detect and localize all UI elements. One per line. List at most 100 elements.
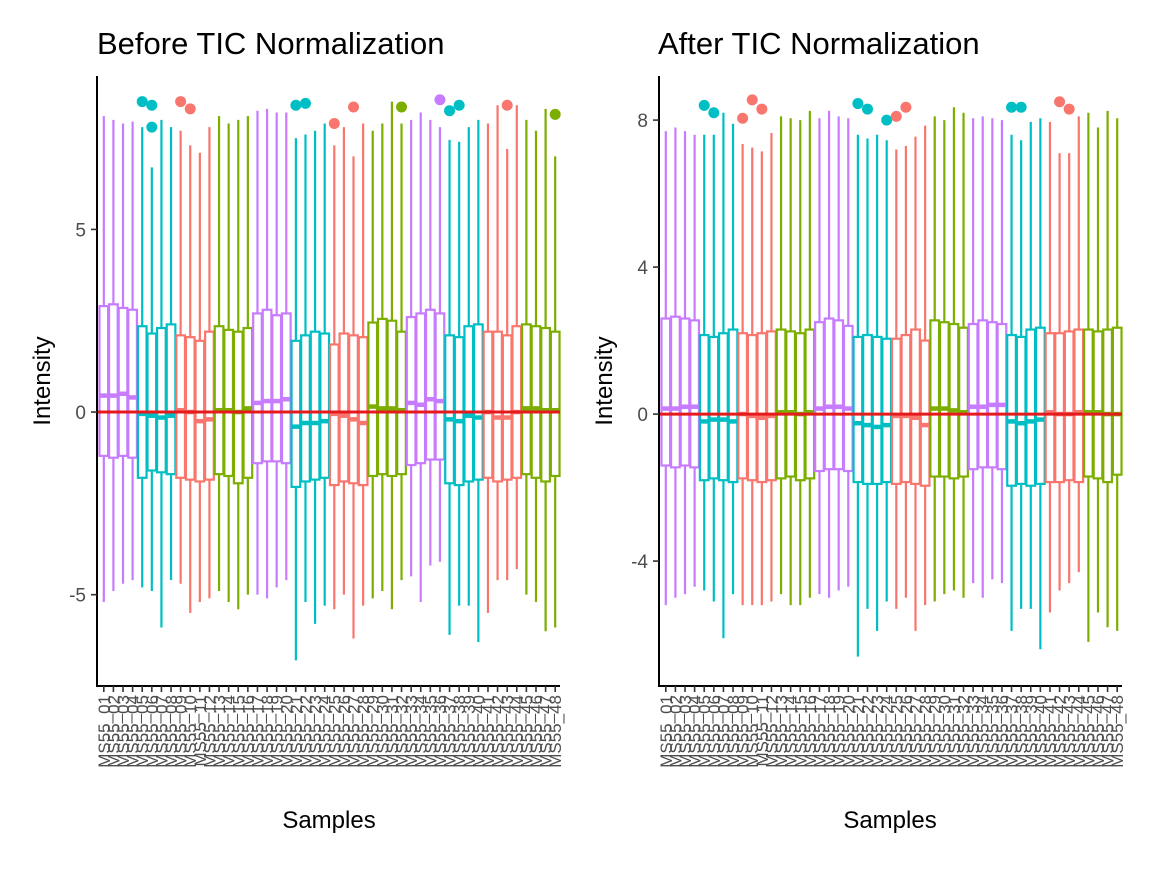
x-tick-label: MS55_35: [983, 695, 1002, 768]
box-MS55_21: [290, 99, 302, 661]
box-iqr: [434, 312, 446, 461]
x-tick-label: MS55_40: [469, 695, 488, 768]
box-iqr: [1063, 330, 1075, 482]
box-MS55_22: [299, 97, 311, 602]
x-tick-label: MS55_25: [887, 695, 906, 768]
box-MS55_43: [1063, 103, 1075, 584]
outlier-point: [549, 108, 561, 120]
x-tick-label: MS55_21: [287, 695, 306, 768]
x-tick-label: MS55_41: [479, 695, 498, 768]
box-MS55_39: [1025, 121, 1037, 609]
box-MS55_17: [252, 110, 263, 595]
box-iqr: [271, 314, 283, 463]
x-tick-label: MS55_45: [517, 695, 536, 768]
box-iqr: [871, 335, 883, 485]
x-tick-label: MS55_38: [450, 695, 469, 768]
box-iqr: [261, 308, 273, 463]
box-iqr: [252, 312, 263, 465]
x-tick-label: MS55_01: [657, 695, 676, 768]
outlier-point: [1015, 101, 1027, 113]
x-tick-label: MS55_42: [1051, 695, 1070, 768]
y-tick-label: 5: [75, 220, 86, 241]
box-MS55_08: [727, 123, 739, 595]
box-MS55_38: [1015, 101, 1027, 609]
box-MS55_23: [309, 130, 321, 624]
outlier-point: [861, 103, 873, 115]
box-MS55_29: [929, 116, 941, 602]
box-iqr: [98, 305, 110, 457]
outlier-point: [1063, 103, 1075, 115]
outlier-point: [1054, 96, 1066, 108]
y-tick-label: -5: [69, 586, 86, 607]
box-iqr: [444, 334, 455, 485]
box-iqr: [127, 308, 139, 459]
x-tick-label: MS55_19: [830, 695, 849, 768]
box-MS55_18: [823, 110, 835, 598]
box-MS55_48: [549, 108, 561, 628]
x-tick-label: MS55_12: [200, 695, 219, 768]
box-MS55_07: [718, 112, 729, 639]
x-tick-label: MS55_04: [124, 695, 143, 768]
box-MS55_19: [833, 116, 845, 591]
box-iqr: [823, 317, 835, 471]
box-iqr: [175, 334, 187, 479]
box-iqr: [948, 322, 960, 480]
box-iqr: [300, 334, 311, 483]
outlier-point: [328, 117, 340, 129]
chart-title: Before TIC Normalization: [97, 26, 444, 61]
box-MS55_30: [376, 123, 388, 592]
box-iqr: [689, 319, 701, 469]
box-MS55_36: [434, 94, 446, 562]
box-iqr: [929, 319, 941, 478]
x-tick-label: MS55_23: [868, 695, 887, 768]
x-tick-label: MS55_07: [714, 695, 733, 768]
box-iqr: [1015, 335, 1027, 485]
box-MS55_21: [852, 98, 864, 657]
outlier-point: [299, 97, 311, 109]
outlier-point: [756, 103, 768, 115]
box-iqr: [386, 319, 398, 478]
box-iqr: [405, 315, 417, 467]
x-tick-label: MS55_16: [239, 695, 258, 768]
x-tick-label: MS55_15: [791, 695, 810, 768]
box-MS55_10: [184, 103, 196, 613]
x-tick-label: MS55_30: [373, 695, 392, 768]
x-tick-label: MS55_23: [306, 695, 325, 768]
box-iqr: [660, 317, 672, 467]
box-iqr: [1044, 332, 1056, 484]
box-iqr: [737, 332, 749, 480]
x-tick-label: MS55_04: [686, 695, 705, 768]
box-iqr: [910, 328, 921, 485]
box-MS55_16: [242, 116, 254, 595]
x-tick-label: MS55_14: [782, 695, 801, 768]
box-iqr: [204, 330, 215, 481]
outlier-point: [348, 101, 360, 113]
box-MS55_11: [194, 152, 206, 602]
box-iqr: [242, 326, 254, 479]
box-iqr: [785, 330, 797, 478]
box-MS55_45: [520, 119, 532, 595]
box-iqr: [472, 323, 484, 481]
box-iqr: [511, 325, 523, 479]
box-MS55_12: [766, 132, 777, 602]
y-tick-label: 4: [637, 258, 648, 279]
box-MS55_17: [814, 118, 825, 595]
x-tick-label: MS55_13: [772, 695, 791, 768]
box-iqr: [1025, 328, 1037, 487]
x-tick-label: MS55_11: [753, 695, 772, 767]
y-tick-label: 0: [75, 403, 86, 424]
box-MS55_28: [357, 123, 369, 606]
box-iqr: [727, 328, 739, 484]
box-MS55_06: [708, 107, 720, 602]
outlier-point: [501, 99, 513, 111]
box-iqr: [775, 328, 787, 480]
x-tick-label: MS55_13: [210, 695, 229, 768]
box-MS55_10: [746, 94, 758, 606]
box-iqr: [396, 330, 407, 476]
box-MS55_20: [842, 118, 854, 587]
box-MS55_09: [737, 112, 749, 606]
box-MS55_43: [501, 99, 513, 581]
outlier-point: [453, 99, 465, 111]
x-tick-label: MS55_30: [935, 695, 954, 768]
box-MS55_40: [472, 119, 484, 643]
